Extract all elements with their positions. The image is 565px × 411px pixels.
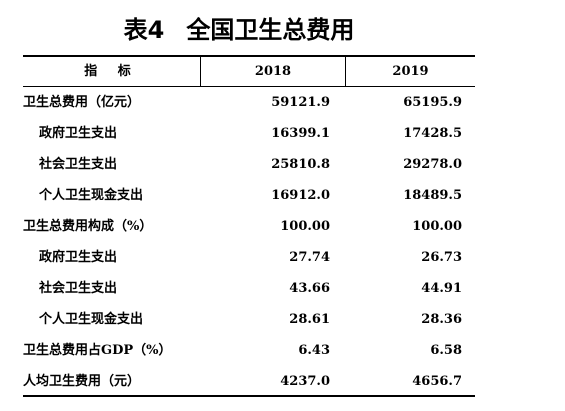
table-row: 社会卫生支出 43.66 44.91 [23,273,475,304]
table-row: 政府卫生支出 16399.1 17428.5 [23,118,475,149]
table-title-text: 全国卫生总费用 [186,16,355,44]
table-row: 卫生总费用（亿元） 59121.9 65195.9 [23,87,475,118]
value-2019: 100.00 [412,219,462,234]
value-2019: 26.73 [421,250,462,265]
row-label: 个人卫生现金支出 [39,188,144,203]
value-2018: 59121.9 [271,95,330,110]
row-label: 个人卫生现金支出 [39,312,144,327]
row-label: 卫生总费用构成（%） [23,219,153,234]
table-header: 指 标 2018 2019 [23,55,475,87]
header-2019: 2019 [345,57,475,87]
table-row: 社会卫生支出 25810.8 29278.0 [23,149,475,180]
row-label: 社会卫生支出 [39,157,118,172]
value-2019: 29278.0 [403,157,462,172]
table-row: 卫生总费用占GDP（%） 6.43 6.58 [23,335,475,366]
value-2018: 28.61 [289,312,330,327]
table-title: 表4 全国卫生总费用 [0,14,478,46]
value-2019: 44.91 [421,281,462,296]
value-2019: 28.36 [421,312,462,327]
header-indicator: 指 标 [84,64,139,79]
value-2019: 65195.9 [403,95,462,110]
table-row: 政府卫生支出 27.74 26.73 [23,242,475,273]
value-2019: 6.58 [430,343,462,358]
value-2019: 17428.5 [403,126,462,141]
value-2018: 16399.1 [271,126,330,141]
row-label: 政府卫生支出 [39,250,118,265]
value-2018: 4237.0 [280,374,330,389]
table-row: 个人卫生现金支出 28.61 28.36 [23,304,475,335]
row-label: 政府卫生支出 [39,126,118,141]
value-2018: 25810.8 [271,157,330,172]
header-2018: 2018 [200,57,345,87]
value-2018: 100.00 [280,219,330,234]
table-row: 个人卫生现金支出 16912.0 18489.5 [23,180,475,211]
value-2018: 16912.0 [271,188,330,203]
table-row: 人均卫生费用（元） 4237.0 4656.7 [23,366,475,397]
value-2018: 27.74 [289,250,330,265]
table-row: 卫生总费用构成（%） 100.00 100.00 [23,211,475,242]
row-label: 卫生总费用（亿元） [23,95,141,110]
table-body: 卫生总费用（亿元） 59121.9 65195.9 政府卫生支出 16399.1… [23,87,475,397]
row-label: 社会卫生支出 [39,281,118,296]
table-bottom-rule [23,395,475,397]
health-expenditure-table: 指 标 2018 2019 卫生总费用（亿元） 59121.9 65195.9 … [23,55,475,397]
value-2018: 6.43 [298,343,330,358]
value-2019: 18489.5 [403,188,462,203]
value-2018: 43.66 [289,281,330,296]
row-label: 卫生总费用占GDP（%） [23,343,172,358]
row-label: 人均卫生费用（元） [23,374,141,389]
value-2019: 4656.7 [412,374,462,389]
table-number: 表4 [123,16,165,44]
